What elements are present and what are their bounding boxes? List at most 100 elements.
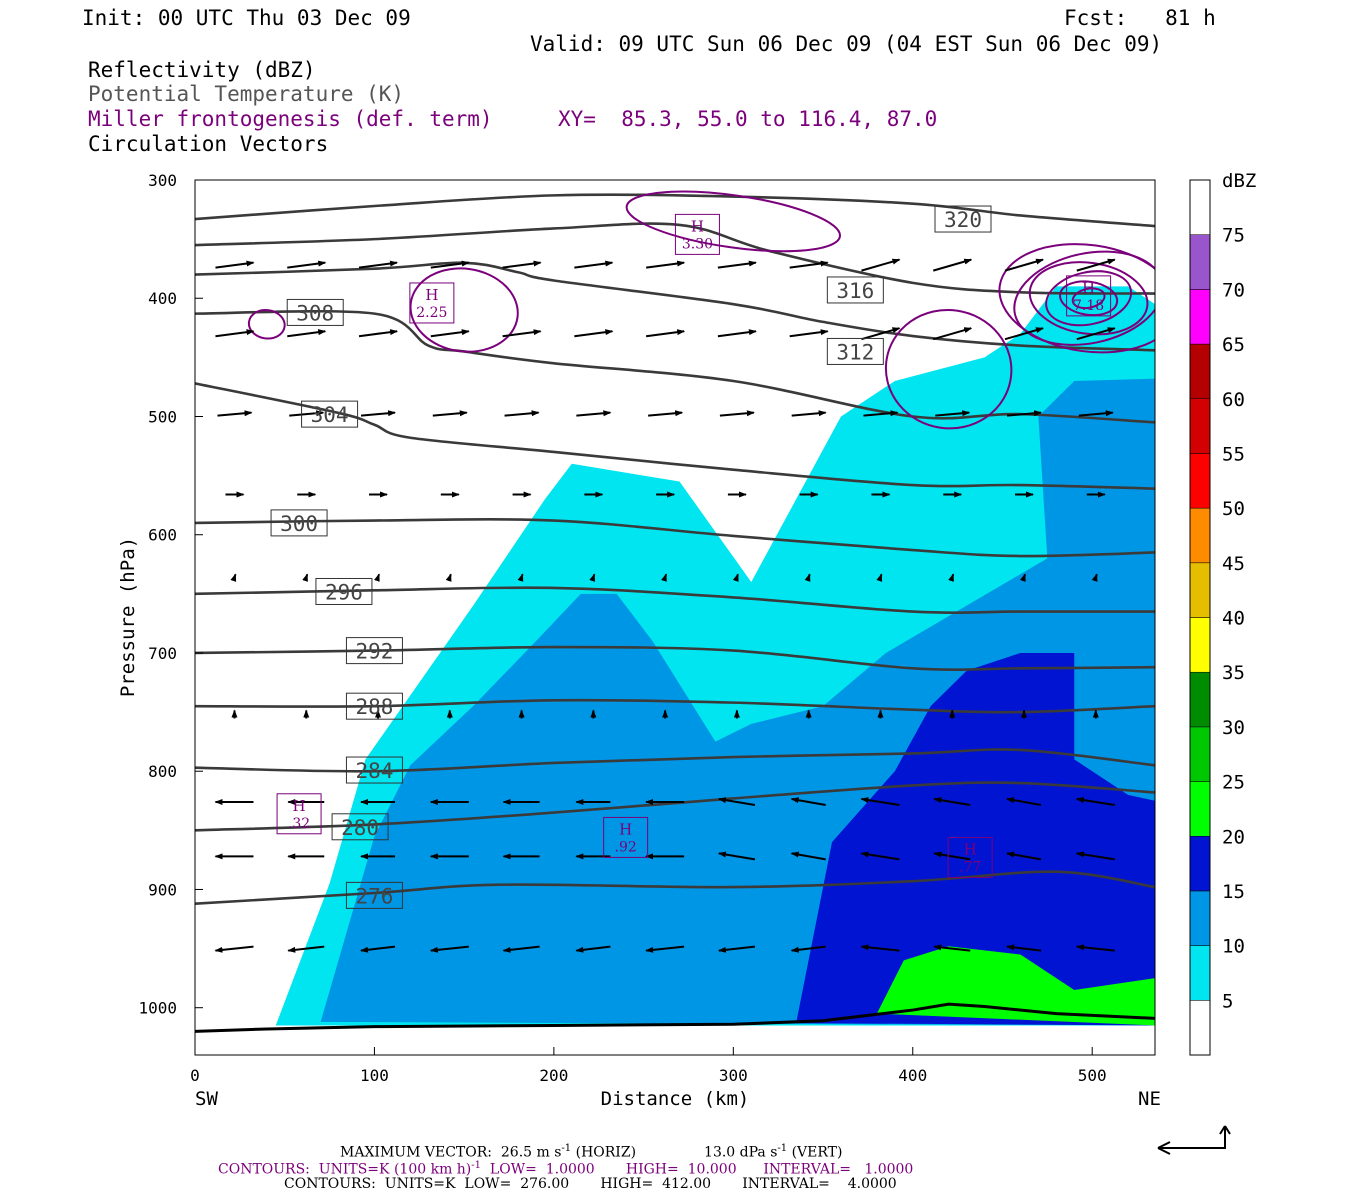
ne-end-label: NE bbox=[1138, 1088, 1161, 1110]
circulation-vector bbox=[789, 329, 829, 338]
miller-max-h: H bbox=[1082, 279, 1095, 297]
circulation-vector bbox=[732, 573, 739, 582]
x-axis-label: Distance (km) bbox=[601, 1088, 750, 1110]
colorbar-swatch bbox=[1189, 453, 1211, 509]
circulation-vector bbox=[575, 945, 611, 953]
colorbar-swatch bbox=[1189, 781, 1211, 837]
colorbar-level: 55 bbox=[1222, 443, 1245, 465]
circulation-vector bbox=[445, 573, 452, 582]
colorbar-level: 75 bbox=[1222, 225, 1245, 247]
circulation-vector bbox=[933, 797, 971, 806]
max-vector-horiz: (HORIZ) bbox=[571, 1144, 637, 1161]
colorbar-swatch bbox=[1189, 890, 1211, 946]
circulation-vector bbox=[287, 329, 327, 338]
colorbar-level: 35 bbox=[1222, 662, 1245, 684]
theta-contour-304 bbox=[195, 382, 1155, 490]
circulation-vector bbox=[717, 260, 757, 269]
circulation-vector bbox=[1091, 573, 1098, 582]
miller-max-box bbox=[674, 213, 720, 255]
miller-contour bbox=[625, 190, 841, 253]
y-tick-label: 400 bbox=[148, 289, 177, 308]
circulation-vector bbox=[932, 258, 973, 272]
circulation-vector bbox=[430, 260, 470, 269]
y-tick-label: 900 bbox=[148, 880, 177, 899]
circulation-vector bbox=[1075, 851, 1115, 861]
contours-theta-legend: CONTOURS: UNITS=K LOW= 276.00 HIGH= 412.… bbox=[284, 1176, 897, 1192]
x-tick-label: 0 bbox=[190, 1066, 200, 1085]
colorbar-level: 25 bbox=[1222, 772, 1245, 794]
theta-label-box bbox=[331, 813, 389, 841]
field-label-reflectivity: Reflectivity (dBZ) bbox=[88, 58, 316, 82]
miller-max-value: 2.25 bbox=[416, 305, 447, 321]
colorbar-swatch bbox=[1189, 945, 1211, 1001]
circulation-vector bbox=[876, 573, 883, 582]
colorbar-frame bbox=[1189, 179, 1211, 1056]
y-tick-label: 1000 bbox=[138, 999, 177, 1018]
miller-max-value: .32 bbox=[288, 816, 310, 832]
circulation-vector bbox=[504, 410, 540, 417]
miller-max-h: H bbox=[619, 820, 632, 838]
circulation-vector bbox=[648, 410, 684, 417]
plot-frame bbox=[194, 179, 1156, 1056]
circulation-vector bbox=[1006, 797, 1042, 806]
theta-label-box bbox=[345, 637, 403, 665]
field-label-theta: Potential Temperature (K) bbox=[88, 82, 405, 106]
colorbar-swatch bbox=[1189, 562, 1211, 618]
contours-miller-legend: CONTOURS: UNITS=K (100 km h)-1 LOW= 1.00… bbox=[218, 1158, 913, 1178]
circulation-vector bbox=[302, 573, 309, 582]
theta-label-box bbox=[301, 400, 359, 428]
miller-max-box bbox=[947, 837, 993, 879]
miller-max-box bbox=[276, 793, 322, 835]
theta-label: 308 bbox=[296, 301, 334, 325]
circulation-vector bbox=[717, 851, 756, 861]
colorbar-swatch bbox=[1189, 179, 1211, 235]
circulation-vector bbox=[933, 851, 971, 861]
theta-label: 276 bbox=[355, 884, 393, 908]
miller-contour bbox=[247, 308, 286, 340]
miller-contour bbox=[1059, 280, 1119, 317]
theta-label-box bbox=[826, 337, 884, 365]
theta-contour-280 bbox=[195, 781, 1155, 832]
circulation-vector bbox=[1004, 327, 1044, 341]
field-label-vectors: Circulation Vectors bbox=[88, 132, 329, 156]
field-label-miller: Miller frontogenesis (def. term) bbox=[88, 107, 493, 131]
colorbar-swatch bbox=[1189, 289, 1211, 345]
colorbar-swatch bbox=[1189, 1000, 1211, 1056]
miller-max-h: H bbox=[691, 217, 704, 235]
circulation-vector bbox=[360, 945, 396, 953]
max-vector-vert-exp: -1 bbox=[777, 1143, 788, 1154]
circulation-vector bbox=[358, 260, 399, 269]
circulation-vector bbox=[215, 329, 255, 338]
max-vector-legend: MAXIMUM VECTOR: 26.5 m s-1 (HORIZ) 13.0 d… bbox=[340, 1141, 842, 1161]
theta-contour-288 bbox=[195, 698, 1155, 714]
y-tick-label: 800 bbox=[148, 762, 177, 781]
circulation-vector bbox=[429, 945, 469, 953]
theta-label: 316 bbox=[836, 279, 874, 303]
circulation-vector bbox=[215, 260, 255, 269]
circulation-vector bbox=[214, 945, 254, 953]
circulation-vector bbox=[430, 329, 470, 338]
circulation-vector bbox=[860, 944, 900, 952]
theta-label-box bbox=[270, 509, 328, 537]
max-vector-symbol bbox=[1158, 1126, 1226, 1149]
y-tick-label: 700 bbox=[148, 644, 177, 663]
miller-contour bbox=[1071, 287, 1106, 310]
theta-contour-284 bbox=[195, 748, 1155, 773]
theta-label: 280 bbox=[341, 816, 379, 840]
y-tick-label: 500 bbox=[148, 407, 177, 426]
contours-miller-a: CONTOURS: UNITS=K (100 km h) bbox=[218, 1161, 472, 1178]
circulation-vector bbox=[360, 410, 397, 417]
colorbar-swatch bbox=[1189, 671, 1211, 728]
theta-label-box bbox=[286, 298, 344, 326]
theta-label-box bbox=[934, 205, 992, 233]
init-time: Init: 00 UTC Thu 03 Dec 09 bbox=[82, 6, 411, 30]
y-tick-label: 600 bbox=[148, 526, 177, 545]
circulation-vector bbox=[646, 329, 686, 338]
circulation-vector bbox=[289, 410, 325, 417]
colorbar-swatch bbox=[1189, 234, 1211, 290]
valid-time: Valid: 09 UTC Sun 06 Dec 09 (04 EST Sun … bbox=[530, 32, 1163, 56]
x-tick-label: 200 bbox=[539, 1066, 568, 1085]
theta-label: 284 bbox=[355, 759, 393, 783]
colorbar-unit: dBZ bbox=[1222, 170, 1256, 192]
circulation-vector bbox=[230, 573, 237, 582]
